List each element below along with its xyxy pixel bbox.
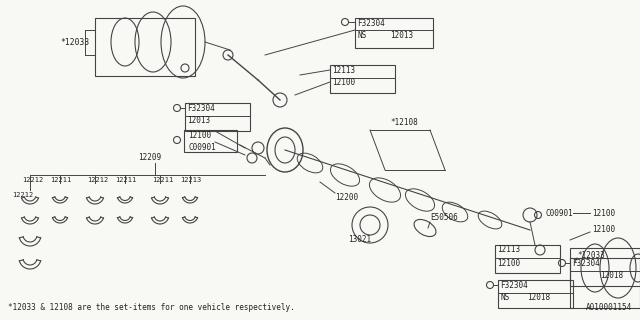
Text: 12100: 12100 <box>188 131 211 140</box>
Text: 12211: 12211 <box>50 177 71 183</box>
Text: 12212: 12212 <box>87 177 108 183</box>
Text: F32304: F32304 <box>357 19 385 28</box>
Text: F32304: F32304 <box>500 281 528 290</box>
Text: 12211: 12211 <box>115 177 136 183</box>
Text: 12212: 12212 <box>12 192 33 198</box>
Bar <box>498 280 573 308</box>
Text: E50506: E50506 <box>430 213 458 222</box>
Bar <box>355 18 433 48</box>
Text: *12108: *12108 <box>390 117 418 126</box>
Bar <box>495 245 560 273</box>
Text: 12013: 12013 <box>187 116 210 124</box>
Text: 12100: 12100 <box>592 209 615 218</box>
Text: 12209: 12209 <box>138 153 161 162</box>
Bar <box>330 65 395 93</box>
Text: 12018: 12018 <box>527 293 550 302</box>
Text: 12013: 12013 <box>390 30 413 39</box>
Text: 13021: 13021 <box>348 236 371 244</box>
Text: *12033 & 12108 are the set-items for one vehicle respectively.: *12033 & 12108 are the set-items for one… <box>8 303 295 313</box>
Text: 12113: 12113 <box>332 66 355 75</box>
Bar <box>95 18 195 76</box>
Text: 12213: 12213 <box>180 177 201 183</box>
Text: F32304: F32304 <box>187 103 215 113</box>
Text: 12100: 12100 <box>592 226 615 235</box>
Text: 12100: 12100 <box>332 77 355 86</box>
Bar <box>184 130 237 152</box>
Text: *12033: *12033 <box>60 37 89 46</box>
Text: 12200: 12200 <box>335 193 358 202</box>
Text: C00901: C00901 <box>545 209 573 218</box>
Text: 12113: 12113 <box>497 245 520 254</box>
Text: F32304: F32304 <box>572 259 600 268</box>
Text: *12033: *12033 <box>577 251 605 260</box>
Text: C00901: C00901 <box>188 142 216 151</box>
Bar <box>570 248 640 308</box>
Bar <box>185 103 250 131</box>
Text: NS: NS <box>357 30 366 39</box>
Text: 12211: 12211 <box>152 177 173 183</box>
Text: 12100: 12100 <box>497 259 520 268</box>
Text: 12018: 12018 <box>600 271 623 281</box>
Text: A010001154: A010001154 <box>586 303 632 313</box>
Bar <box>570 258 640 286</box>
Text: 12212: 12212 <box>22 177 44 183</box>
Text: NS: NS <box>500 293 509 302</box>
